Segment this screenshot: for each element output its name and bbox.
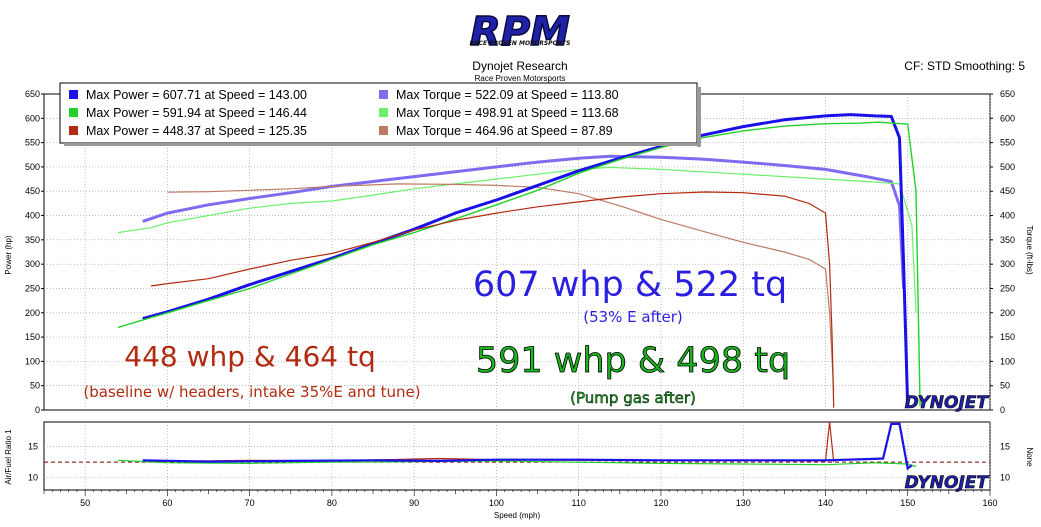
annotation-green-sub: (Pump gas after): [570, 389, 696, 407]
annotation-red-sub: (baseline w/ headers, intake 35%E and tu…: [83, 383, 420, 401]
afr-plot-area: 10 15 10 15: [28, 421, 1010, 491]
annotation-red-main: 448 whp & 464 tq: [124, 340, 376, 373]
annotation-blue-main: 607 whp & 522 tq: [473, 265, 787, 305]
speed-tick-label: 60: [162, 498, 172, 508]
torque-tick-label: 300: [1000, 259, 1015, 269]
torque-tick-label: 350: [1000, 235, 1015, 245]
series-line-power-2: [117, 121, 921, 407]
logo-subtext: RACE PROVEN MOTORSPORTS: [470, 40, 571, 47]
afr-plot-frame: [43, 421, 991, 491]
legend-swatch-green-power: [69, 108, 78, 117]
torque-tick-label: 200: [1000, 308, 1015, 318]
power-tick-label: 350: [25, 235, 40, 245]
torque-tick-label: 250: [1000, 283, 1015, 293]
afr-tick-label: 10: [28, 473, 38, 483]
series-line-torque-5: [167, 183, 835, 391]
legend-shadow-bottom: [64, 143, 701, 146]
speed-tick-label: 160: [982, 498, 997, 508]
legend-swatch-red-power: [69, 126, 78, 135]
afr-right-axis-ticks: 10 15: [1000, 442, 1010, 483]
power-tick-label: 650: [25, 89, 40, 99]
rpm-logo: RPM RACE PROVEN MOTORSPORTS: [469, 8, 571, 56]
torque-tick-label: 550: [1000, 138, 1015, 148]
power-axis-ticks: 0 50 100 150 200 250 300 350 400 450 500 550 600 650: [25, 89, 44, 415]
afr-series-line-0: [142, 422, 913, 471]
legend-entry-green-power: Max Power = 591.94 at Speed = 146.44: [86, 106, 307, 120]
legend-entry-red-torque: Max Torque = 464.96 at Speed = 87.89: [396, 124, 613, 138]
speed-tick-label: 80: [327, 498, 337, 508]
torque-tick-label: 650: [1000, 89, 1015, 99]
legend-entry-red-power: Max Power = 448.37 at Speed = 125.35: [86, 124, 307, 138]
legend-shadow: [697, 87, 701, 147]
torque-tick-label: 500: [1000, 162, 1015, 172]
legend-entry-blue-power: Max Power = 607.71 at Speed = 143.00: [86, 88, 307, 102]
speed-tick-label: 100: [489, 498, 504, 508]
power-tick-label: 500: [25, 162, 40, 172]
legend: Max Power = 607.71 at Speed = 143.00 Max…: [59, 82, 701, 147]
annotation-green-main: 591 whp & 498 tq: [476, 341, 790, 381]
power-tick-label: 550: [25, 138, 40, 148]
power-tick-label: 50: [30, 381, 40, 391]
afr-series-group: [117, 421, 917, 471]
chart-title: Dynojet Research: [472, 59, 567, 73]
speed-tick-label: 90: [409, 498, 419, 508]
legend-box: [59, 82, 698, 144]
torque-axis-ticks: 0 50 100 150 200 250 300 350 400 450 500 550 600 650: [990, 89, 1015, 415]
speed-axis-ticks: 50 60 70 80 90 100 110 120 130 140 150 160: [43, 490, 998, 508]
power-tick-label: 600: [25, 113, 40, 123]
legend-entry-blue-torque: Max Torque = 522.09 at Speed = 113.80: [396, 88, 619, 102]
series-line-power-0: [142, 113, 910, 408]
main-plot-area: 050100150200250300350400450500550600650 …: [25, 89, 1015, 415]
power-tick-label: 100: [25, 356, 40, 366]
afr-right-tick-label: 15: [1000, 442, 1010, 452]
speed-tick-label: 150: [900, 498, 915, 508]
dynojet-watermark-afr: DYNOJET: [905, 473, 990, 493]
afr-right-axis-label: None: [1025, 447, 1034, 467]
power-tick-label: 300: [25, 259, 40, 269]
speed-tick-label: 140: [818, 498, 833, 508]
power-tick-label: 250: [25, 283, 40, 293]
legend-entry-green-torque: Max Torque = 498.91 at Speed = 113.68: [396, 106, 619, 120]
speed-tick-label: 50: [80, 498, 90, 508]
power-tick-label: 150: [25, 332, 40, 342]
power-axis-label: Power (hp): [4, 235, 13, 274]
legend-swatch-blue-torque: [379, 90, 388, 99]
power-tick-label: 0: [35, 405, 40, 415]
torque-tick-label: 600: [1000, 113, 1015, 123]
annotation-blue-sub: (53% E after): [583, 308, 683, 326]
torque-axis-label: Torque (ft-lbs): [1025, 225, 1034, 275]
torque-tick-label: 0: [1000, 405, 1005, 415]
afr-axis-label: Air/Fuel Ratio 1: [4, 429, 13, 485]
torque-tick-label: 50: [1000, 381, 1010, 391]
speed-tick-label: 120: [653, 498, 668, 508]
chart-subtitle: Race Proven Motorsports: [475, 74, 566, 83]
afr-axis-ticks: 10 15: [28, 442, 38, 483]
torque-tick-label: 400: [1000, 211, 1015, 221]
series-line-power-4: [150, 191, 835, 408]
speed-tick-label: 70: [245, 498, 255, 508]
torque-tick-label: 100: [1000, 356, 1015, 366]
power-tick-label: 200: [25, 308, 40, 318]
correction-factor-label: CF: STD Smoothing: 5: [904, 59, 1025, 73]
logo-wordmark: RPM: [470, 9, 570, 55]
series-line-torque-3: [117, 166, 917, 313]
series-line-torque-1: [142, 154, 906, 289]
afr-tick-label: 15: [28, 442, 38, 452]
legend-swatch-blue-power: [69, 90, 78, 99]
main-series-group: [117, 113, 921, 408]
speed-tick-label: 110: [572, 498, 586, 508]
speed-tick-label: 130: [736, 498, 751, 508]
torque-tick-label: 150: [1000, 332, 1015, 342]
power-tick-label: 450: [25, 186, 40, 196]
torque-tick-label: 450: [1000, 186, 1015, 196]
legend-swatch-green-torque: [379, 108, 388, 117]
speed-axis-label: Speed (mph): [494, 511, 541, 520]
legend-swatch-red-torque: [379, 126, 388, 135]
afr-series-line-1: [117, 459, 917, 468]
afr-right-tick-label: 10: [1000, 473, 1010, 483]
power-tick-label: 400: [25, 211, 40, 221]
dynojet-watermark-main: DYNOJET: [905, 393, 990, 413]
